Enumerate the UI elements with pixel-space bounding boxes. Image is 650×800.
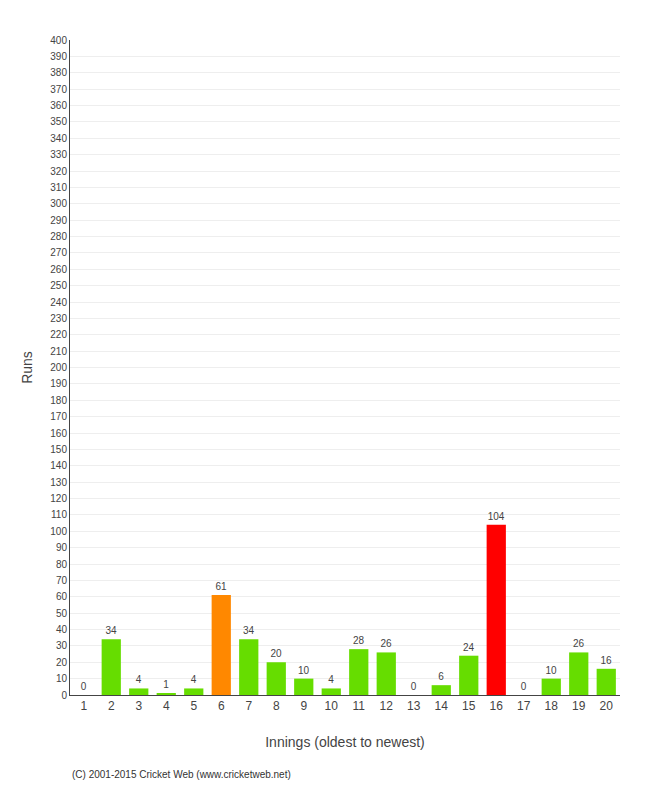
svg-text:110: 110 — [51, 509, 67, 520]
svg-text:(C) 2001-2015 Cricket Web (www: (C) 2001-2015 Cricket Web (www.cricketwe… — [72, 769, 291, 780]
svg-text:12: 12 — [380, 699, 394, 713]
svg-text:20: 20 — [56, 657, 68, 668]
svg-text:0: 0 — [61, 690, 67, 701]
svg-text:50: 50 — [56, 608, 68, 619]
svg-text:Innings (oldest to newest): Innings (oldest to newest) — [265, 734, 425, 750]
svg-text:280: 280 — [50, 231, 67, 242]
svg-text:18: 18 — [545, 699, 559, 713]
svg-text:140: 140 — [50, 460, 67, 471]
svg-text:360: 360 — [50, 100, 67, 111]
svg-text:9: 9 — [300, 699, 307, 713]
svg-text:6: 6 — [438, 671, 444, 682]
svg-text:30: 30 — [56, 640, 68, 651]
svg-text:380: 380 — [50, 67, 67, 78]
svg-text:16: 16 — [600, 655, 612, 666]
svg-text:Runs: Runs — [19, 351, 35, 384]
svg-text:180: 180 — [50, 395, 67, 406]
svg-text:3: 3 — [135, 699, 142, 713]
svg-text:4: 4 — [328, 674, 334, 685]
svg-text:370: 370 — [50, 84, 67, 95]
svg-text:8: 8 — [273, 699, 280, 713]
svg-text:28: 28 — [353, 635, 365, 646]
svg-text:34: 34 — [243, 625, 255, 636]
svg-text:210: 210 — [50, 346, 67, 357]
svg-text:10: 10 — [545, 665, 557, 676]
svg-text:24: 24 — [463, 642, 475, 653]
svg-text:320: 320 — [50, 166, 67, 177]
svg-text:70: 70 — [56, 575, 68, 586]
svg-text:400: 400 — [50, 35, 67, 46]
svg-text:17: 17 — [517, 699, 531, 713]
svg-text:150: 150 — [50, 444, 67, 455]
svg-text:4: 4 — [136, 674, 142, 685]
svg-text:10: 10 — [298, 665, 310, 676]
svg-text:13: 13 — [407, 699, 421, 713]
svg-text:310: 310 — [50, 182, 67, 193]
svg-text:160: 160 — [50, 428, 67, 439]
svg-text:330: 330 — [50, 149, 67, 160]
svg-text:260: 260 — [50, 264, 67, 275]
svg-text:220: 220 — [50, 329, 67, 340]
svg-text:26: 26 — [380, 638, 392, 649]
svg-text:4: 4 — [163, 699, 170, 713]
svg-text:170: 170 — [50, 411, 67, 422]
svg-text:11: 11 — [353, 699, 366, 713]
svg-text:120: 120 — [50, 493, 67, 504]
svg-text:130: 130 — [50, 477, 67, 488]
svg-text:20: 20 — [270, 648, 282, 659]
svg-text:26: 26 — [573, 638, 585, 649]
svg-text:390: 390 — [50, 51, 67, 62]
svg-text:6: 6 — [218, 699, 225, 713]
svg-text:0: 0 — [81, 681, 87, 692]
svg-text:19: 19 — [572, 699, 586, 713]
svg-text:230: 230 — [50, 313, 67, 324]
svg-text:16: 16 — [490, 699, 504, 713]
svg-text:350: 350 — [50, 116, 67, 127]
svg-text:290: 290 — [50, 215, 67, 226]
svg-text:60: 60 — [56, 591, 68, 602]
svg-text:200: 200 — [50, 362, 67, 373]
svg-text:1: 1 — [80, 699, 87, 713]
svg-text:104: 104 — [488, 511, 505, 522]
svg-text:90: 90 — [56, 542, 68, 553]
svg-text:40: 40 — [56, 624, 68, 635]
svg-text:270: 270 — [50, 247, 67, 258]
svg-text:80: 80 — [56, 559, 68, 570]
svg-text:61: 61 — [215, 581, 227, 592]
svg-text:250: 250 — [50, 280, 67, 291]
svg-text:5: 5 — [190, 699, 197, 713]
svg-text:2: 2 — [108, 699, 115, 713]
svg-text:10: 10 — [56, 673, 68, 684]
svg-text:190: 190 — [50, 378, 67, 389]
svg-text:1: 1 — [163, 679, 169, 690]
svg-text:340: 340 — [50, 133, 67, 144]
svg-text:15: 15 — [462, 699, 476, 713]
svg-text:4: 4 — [191, 674, 197, 685]
svg-text:10: 10 — [325, 699, 339, 713]
svg-text:0: 0 — [521, 681, 527, 692]
svg-text:240: 240 — [50, 297, 67, 308]
svg-text:34: 34 — [105, 625, 117, 636]
svg-text:100: 100 — [50, 526, 67, 537]
svg-text:20: 20 — [600, 699, 614, 713]
svg-text:14: 14 — [435, 699, 449, 713]
svg-text:7: 7 — [245, 699, 252, 713]
svg-text:300: 300 — [50, 198, 67, 209]
svg-text:0: 0 — [411, 681, 417, 692]
